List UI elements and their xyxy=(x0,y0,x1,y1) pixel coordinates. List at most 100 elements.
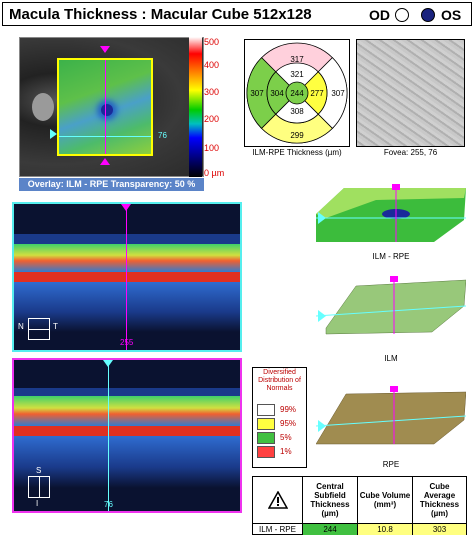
orientation-axis xyxy=(29,329,49,330)
scan-line-vertical[interactable] xyxy=(105,60,106,154)
page-title: Macula Thickness : Macular Cube 512x128 xyxy=(9,6,312,23)
etdrs-value: 299 xyxy=(290,131,304,140)
etdrs-caption: ILM-RPE Thickness (µm) xyxy=(252,148,342,157)
orientation-axis xyxy=(39,477,40,497)
optic-disc xyxy=(32,93,54,121)
scan-marker-bottom-icon xyxy=(100,158,110,165)
inner-left-sector[interactable] xyxy=(266,71,298,115)
choroid-band xyxy=(14,282,240,332)
rpe-band xyxy=(14,272,240,282)
summary-table: Central Subfield Thickness (µm) Cube Vol… xyxy=(252,476,467,535)
row-label: ILM - RPE xyxy=(253,524,303,535)
marker-top-icon xyxy=(390,386,398,392)
orientation-box xyxy=(28,476,50,498)
map3d-ilm-rpe-label: ILM - RPE xyxy=(372,252,410,261)
fovea-caption: Fovea: 255, 76 xyxy=(383,148,438,157)
vitreous-band xyxy=(14,234,240,246)
scan-marker-left-icon xyxy=(50,129,57,139)
map3d-ilm-rpe[interactable] xyxy=(316,184,466,244)
scale-tick: 400 xyxy=(204,60,220,70)
retina-band xyxy=(14,244,240,272)
oct1-slice-number: 255 xyxy=(120,338,134,347)
overlay-caption[interactable]: Overlay: ILM - RPE Transparency: 50 % xyxy=(19,178,204,191)
map3d-ilm-svg xyxy=(315,276,467,335)
oct-bscan-vertical[interactable]: 76 S I xyxy=(12,358,242,513)
value-cube-average: 303 xyxy=(413,524,466,535)
marker-left-icon xyxy=(318,212,326,224)
oct-bscan-horizontal[interactable]: 255 N T xyxy=(12,202,242,352)
map3d-ilm[interactable] xyxy=(315,276,467,336)
inner-bottom-sector[interactable] xyxy=(275,92,319,124)
fundus-image: 76 xyxy=(19,37,204,177)
od-label: OD xyxy=(369,7,390,23)
rpe-band xyxy=(14,426,240,436)
oct2-top-marker-icon xyxy=(103,360,113,367)
etdrs-value: 244 xyxy=(290,89,304,98)
etdrs-value: 307 xyxy=(250,89,264,98)
oct2-slice-line xyxy=(108,360,109,511)
warning-icon xyxy=(267,491,288,509)
header-cube-average: Cube Average Thickness (µm) xyxy=(413,477,466,524)
superior-label: S xyxy=(36,466,42,475)
legend-swatch-99 xyxy=(257,404,275,416)
legend-swatch-5 xyxy=(257,432,275,444)
header-cube-volume: Cube Volume (mm³) xyxy=(358,477,413,524)
inner-right-sector[interactable] xyxy=(296,71,328,115)
marker-top-icon xyxy=(392,184,400,190)
scale-tick: 300 xyxy=(204,87,220,97)
oct2-slice-number: 76 xyxy=(104,500,113,509)
scale-tick: 0 µm xyxy=(204,168,225,178)
marker-left-icon xyxy=(318,420,326,432)
scan-line-number: 76 xyxy=(158,131,167,140)
map3d-rpe-label: RPE xyxy=(382,460,400,469)
etdrs-value: 304 xyxy=(270,89,284,98)
marker-top-icon xyxy=(390,276,398,282)
choroid-band xyxy=(14,436,240,488)
od-radio[interactable] xyxy=(395,8,409,22)
etdrs-value: 317 xyxy=(290,55,304,64)
marker-left-icon xyxy=(318,310,326,322)
warning-cell xyxy=(253,477,303,524)
oct1-top-marker-icon xyxy=(121,204,131,211)
etdrs-grid-svg: 317 321 307 304 244 277 307 308 299 xyxy=(246,42,348,144)
inferior-label: I xyxy=(36,499,39,508)
scale-tick: 100 xyxy=(204,143,220,153)
oct1-slice-line xyxy=(126,204,127,350)
etdrs-grid: 317 321 307 304 244 277 307 308 299 xyxy=(244,39,350,147)
legend-label: 95% xyxy=(280,419,297,428)
legend-label: 99% xyxy=(280,405,297,414)
value-central-subfield: 244 xyxy=(303,524,358,535)
vitreous-band xyxy=(14,388,240,398)
legend-title: Diversified Distribution of Normals xyxy=(258,369,301,392)
surface-top xyxy=(316,188,466,218)
fovea-spot xyxy=(101,104,113,116)
color-scale-bar xyxy=(189,37,202,177)
map3d-ilm-rpe-svg xyxy=(316,184,466,242)
retina-band xyxy=(14,396,240,426)
scan-line xyxy=(315,415,467,427)
header-central-subfield: Central Subfield Thickness (µm) xyxy=(303,477,358,524)
etdrs-value: 307 xyxy=(331,89,345,98)
center-sector[interactable] xyxy=(285,81,309,105)
os-radio[interactable] xyxy=(421,8,435,22)
nasal-label: N xyxy=(18,322,24,331)
scale-tick: 500 xyxy=(204,37,220,47)
legend-swatch-1 xyxy=(257,446,275,458)
scan-marker-top-icon xyxy=(100,46,110,53)
map3d-ilm-label: ILM xyxy=(384,354,398,363)
thickness-overlay[interactable] xyxy=(57,58,153,156)
legend-label: 5% xyxy=(280,433,292,442)
legend-swatch-95 xyxy=(257,418,275,430)
scan-line xyxy=(315,305,467,317)
map3d-rpe[interactable] xyxy=(315,386,467,446)
etdrs-value: 277 xyxy=(310,89,324,98)
title-bar: Macula Thickness : Macular Cube 512x128 … xyxy=(2,2,472,26)
surface xyxy=(315,391,467,445)
scale-tick: 200 xyxy=(204,114,220,124)
value-cube-volume: 10.8 xyxy=(358,524,413,535)
temporal-label: T xyxy=(53,322,58,331)
fovea-image xyxy=(356,39,465,147)
legend-label: 1% xyxy=(280,447,292,456)
os-label: OS xyxy=(441,7,462,23)
etdrs-value: 308 xyxy=(290,107,304,116)
